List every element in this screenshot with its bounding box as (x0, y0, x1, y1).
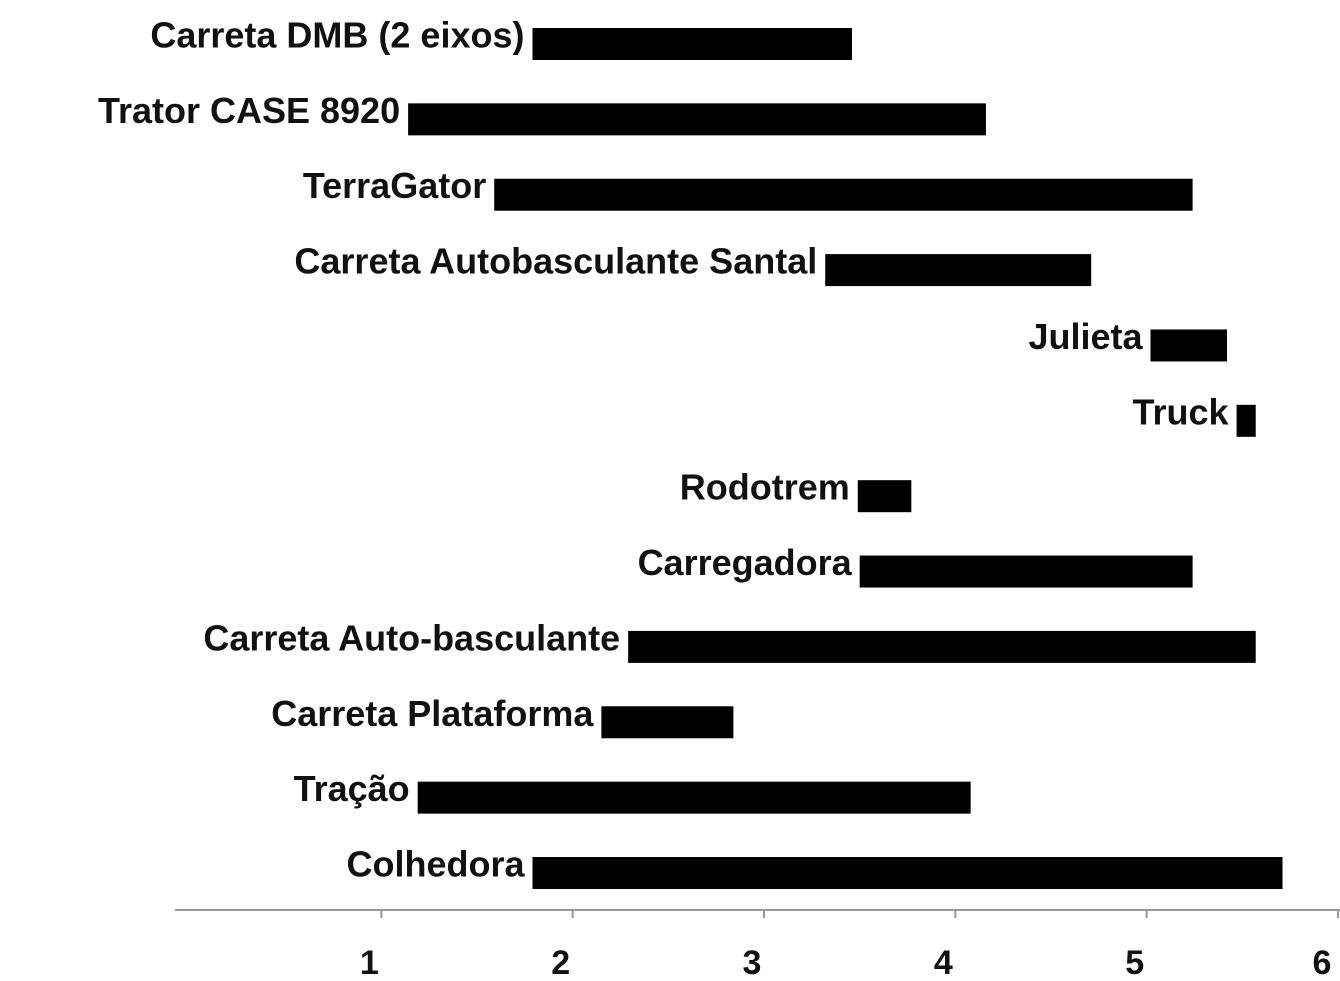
x-tick-label: 1 (360, 944, 379, 981)
bar (408, 103, 986, 136)
x-tick-label: 6 (1313, 944, 1332, 981)
bar (857, 480, 912, 513)
category-label: Carreta Auto-basculante (203, 617, 620, 658)
bar (859, 555, 1193, 588)
category-label: Julieta (1028, 316, 1143, 357)
category-label: Carregadora (638, 542, 853, 583)
bar (628, 630, 1256, 663)
bar (532, 857, 1283, 889)
bar (1236, 404, 1256, 437)
category-label: Rodotrem (680, 467, 850, 508)
bar (417, 781, 971, 814)
category-label: TerraGator (303, 165, 486, 206)
category-label: Colhedora (346, 844, 525, 885)
category-label: Truck (1133, 391, 1230, 432)
bar (601, 706, 734, 739)
x-tick-label: 3 (743, 944, 762, 981)
bar (532, 28, 853, 60)
category-label: Carreta Autobasculante Santal (294, 241, 817, 282)
category-label: Tração (294, 768, 410, 809)
bar (825, 254, 1092, 287)
bar (1150, 329, 1228, 362)
x-tick-label: 5 (1125, 944, 1144, 981)
bar (494, 178, 1193, 211)
x-tick-label: 4 (934, 944, 953, 981)
category-label: Trator CASE 8920 (98, 90, 400, 131)
x-tick-label: 2 (551, 944, 570, 981)
category-label: Carreta Plataforma (271, 693, 594, 734)
category-label: Carreta DMB (2 eixos) (150, 15, 524, 56)
